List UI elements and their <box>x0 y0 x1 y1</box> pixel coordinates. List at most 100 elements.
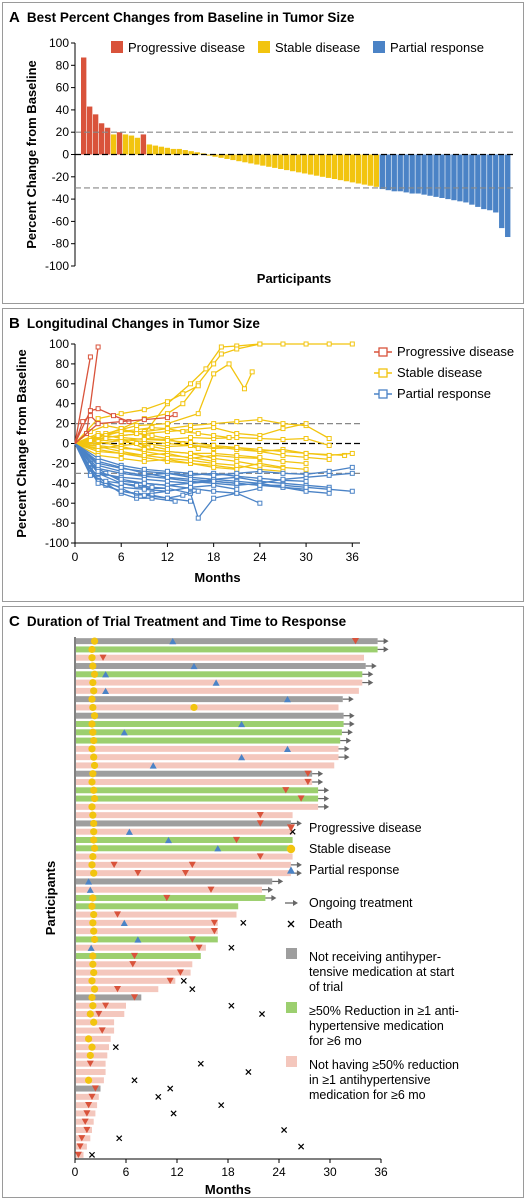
waterfall-bar <box>367 154 374 186</box>
progressive-disease-marker <box>195 944 203 951</box>
legend-label: ≥50% Reduction in ≥1 anti-hypertensive m… <box>309 1004 459 1048</box>
ongoing-arrow-head <box>296 861 302 868</box>
stable-disease-marker <box>88 654 96 662</box>
death-legend-icon <box>287 920 295 928</box>
death-marker <box>155 1093 162 1100</box>
data-point <box>103 423 109 429</box>
series-line <box>74 442 284 473</box>
partial-response-marker <box>120 919 128 927</box>
stable-disease-marker <box>88 645 96 654</box>
data-point <box>226 435 232 441</box>
data-point <box>326 456 332 462</box>
stable-disease-marker <box>88 902 96 910</box>
partial-response-marker <box>86 886 94 893</box>
duration-bar <box>76 903 239 910</box>
data-point <box>164 426 170 432</box>
duration-bar <box>76 936 218 943</box>
participant-row <box>76 645 389 654</box>
waterfall-bar <box>272 154 278 168</box>
duration-bar <box>76 737 341 744</box>
x-tick-label: 6 <box>123 1165 130 1179</box>
duration-bar <box>76 803 319 810</box>
partial-response-marker <box>238 720 246 728</box>
y-tick-label: -80 <box>52 237 70 251</box>
progressive-disease-marker <box>114 911 121 918</box>
participant-row <box>76 670 374 678</box>
participant-row <box>76 894 277 902</box>
waterfall-bar <box>343 154 350 182</box>
waterfall-bar <box>122 134 129 155</box>
participant-row <box>76 753 350 761</box>
ongoing-treatment-legend-icon <box>293 900 298 906</box>
series-line <box>74 443 261 520</box>
legend-label: Death <box>309 917 342 931</box>
participant-row <box>76 1110 177 1117</box>
series-line <box>74 443 330 494</box>
participant-row <box>76 852 293 861</box>
ongoing-arrow-head <box>344 754 350 761</box>
progressive-disease-marker <box>76 1143 84 1150</box>
duration-bar <box>76 812 293 819</box>
data-point <box>141 480 147 486</box>
progressive-disease-marker <box>304 770 312 777</box>
x-tick-label: 24 <box>272 1165 286 1179</box>
data-point <box>303 466 309 472</box>
duration-bar <box>76 861 291 868</box>
duration-bar <box>76 1027 115 1034</box>
data-point <box>280 448 286 454</box>
legend-item: Stable disease <box>286 842 391 856</box>
data-point <box>203 366 209 372</box>
data-point <box>118 464 124 470</box>
participant-row <box>76 1093 162 1101</box>
duration-bar <box>76 646 378 653</box>
progressive-disease-marker <box>210 919 218 927</box>
progressive-disease-marker <box>188 861 196 869</box>
participant-row <box>76 736 352 745</box>
ongoing-arrow-head <box>348 696 354 703</box>
y-tick-label: 60 <box>56 377 70 391</box>
ongoing-arrow-head <box>318 779 324 785</box>
waterfall-bar <box>397 154 403 192</box>
legend-item: ≥50% Reduction in ≥1 anti-hypertensive m… <box>286 1002 459 1048</box>
waterfall-bar <box>379 154 385 190</box>
waterfall-bar <box>98 123 105 155</box>
data-point <box>164 411 170 417</box>
waterfall-bar <box>307 154 314 175</box>
waterfall-bar <box>134 137 141 155</box>
stable-disease-marker <box>88 977 96 985</box>
stable-disease-marker <box>86 1051 94 1060</box>
data-point <box>211 495 217 501</box>
data-point <box>257 436 263 442</box>
duration-bar <box>76 704 339 711</box>
progressive-disease-marker <box>99 654 107 661</box>
ongoing-arrow-head <box>349 712 355 719</box>
ongoing-arrow-head <box>296 870 302 877</box>
progressive-disease-marker <box>129 961 137 968</box>
data-point <box>326 468 332 474</box>
legend-label-line: Progressive disease <box>309 821 422 835</box>
progressive-disease-marker <box>78 1135 86 1142</box>
legend-marker <box>378 347 388 357</box>
y-tick-label: 40 <box>56 103 70 117</box>
data-point <box>211 425 217 431</box>
partial-response-marker <box>102 671 110 678</box>
progressive-disease-legend-icon <box>287 824 295 832</box>
y-tick-label: -100 <box>45 259 69 273</box>
waterfall-bar <box>188 151 194 155</box>
legend-swatch <box>286 1056 297 1067</box>
ongoing-arrow-head <box>383 638 389 645</box>
progressive-disease-marker <box>83 1126 91 1134</box>
legend-item: Not having ≥50% reduction in ≥1 antihyper… <box>286 1056 459 1102</box>
data-point <box>188 435 194 441</box>
data-point <box>118 480 124 486</box>
waterfall-bar <box>296 154 302 173</box>
progressive-disease-marker <box>304 778 312 786</box>
stable-disease-marker <box>88 695 96 703</box>
participant-row <box>76 761 335 770</box>
data-point <box>134 427 140 433</box>
panel-b-letter: B <box>9 315 20 332</box>
progressive-disease-marker <box>91 1085 99 1092</box>
stable-disease-marker <box>89 919 97 927</box>
data-point <box>118 419 124 425</box>
